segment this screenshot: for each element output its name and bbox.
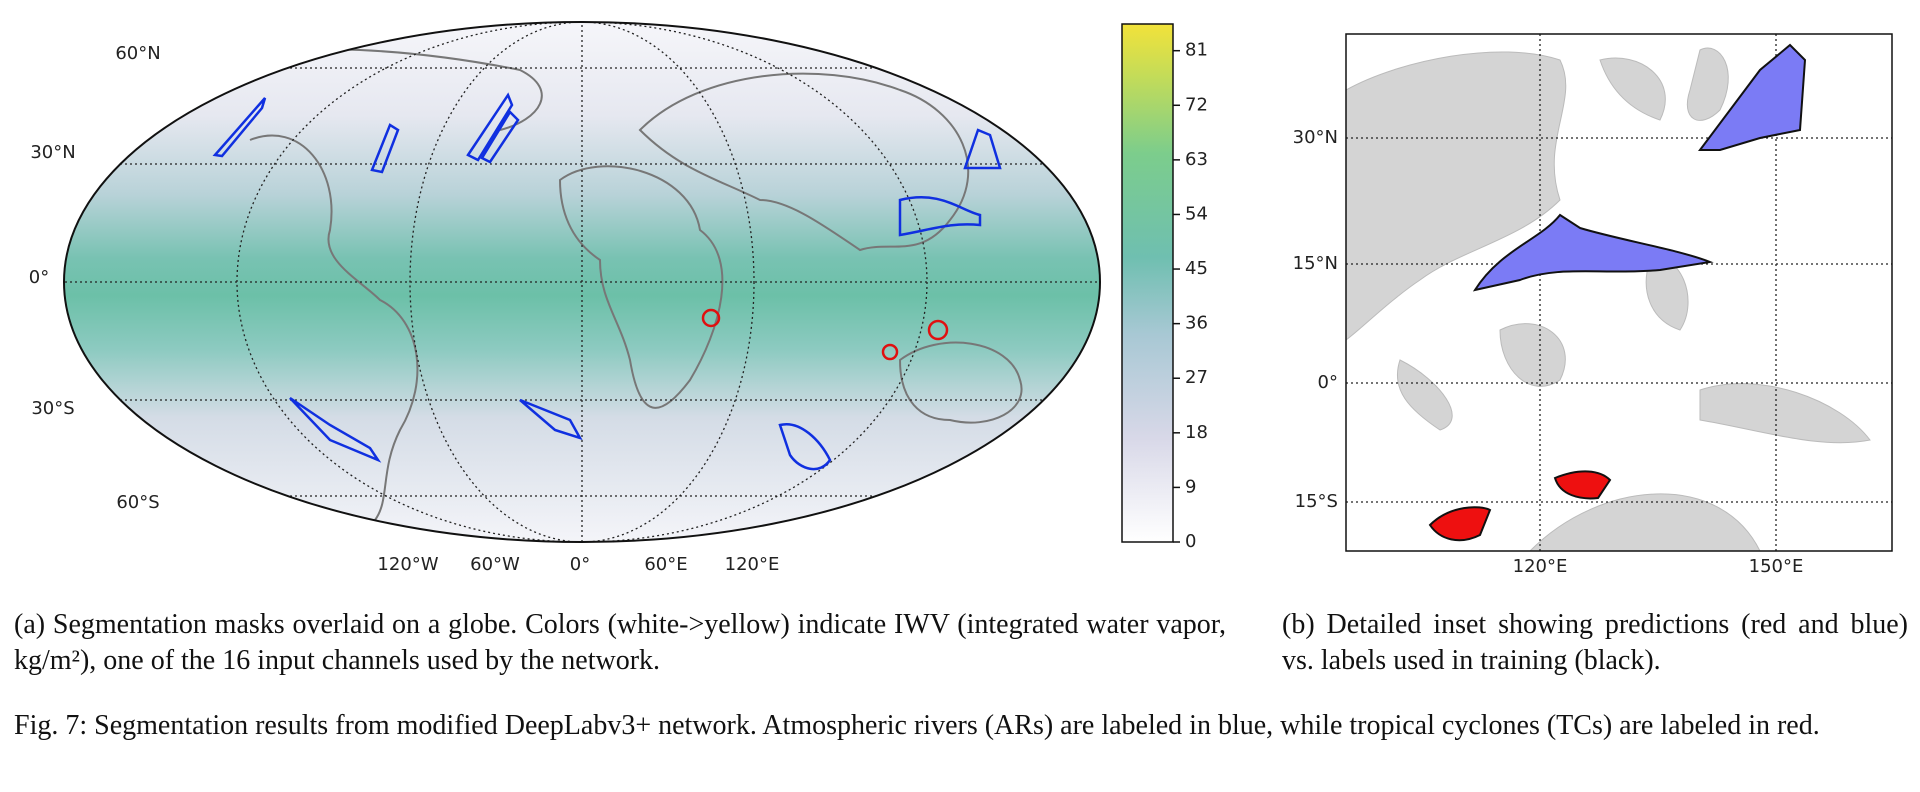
lat-label: 30°S — [31, 398, 74, 419]
colorbar-tick-label: 54 — [1185, 203, 1208, 224]
inset-map — [1345, 33, 1893, 552]
colorbar-tick-label: 81 — [1185, 40, 1208, 61]
colorbar-tick-label: 27 — [1185, 367, 1208, 388]
lat-label: 60°S — [116, 492, 159, 513]
lat-label: 30°N — [1293, 127, 1338, 148]
colorbar-tick-label: 36 — [1185, 313, 1208, 334]
colorbar — [1121, 23, 1174, 543]
colorbar-tick-label: 9 — [1185, 476, 1196, 497]
lon-label: 120°W — [377, 554, 438, 575]
colorbar-tick-label: 45 — [1185, 258, 1208, 279]
colorbar-tick-label: 63 — [1185, 149, 1208, 170]
lon-label: 60°W — [470, 554, 520, 575]
lon-label: 120°E — [1513, 556, 1568, 577]
lat-label: 15°S — [1295, 491, 1338, 512]
lat-label: 0° — [1318, 372, 1338, 393]
colorbar-tick-label: 0 — [1185, 531, 1196, 552]
caption-b: (b) Detailed inset showing predictions (… — [1282, 609, 1908, 676]
colorbar-tick-label: 18 — [1185, 422, 1208, 443]
lat-label: 30°N — [30, 142, 75, 163]
caption-a: (a) Segmentation masks overlaid on a glo… — [14, 609, 1226, 676]
figure-caption: Fig. 7: Segmentation results from modifi… — [14, 710, 1820, 741]
lon-label: 150°E — [1749, 556, 1804, 577]
lat-label: 0° — [29, 267, 49, 288]
lat-label: 60°N — [115, 43, 160, 64]
lon-label: 60°E — [644, 554, 687, 575]
colorbar-tick-label: 72 — [1185, 94, 1208, 115]
lon-label: 120°E — [725, 554, 780, 575]
figure-graphics: 0 9 18 27 36 45 54 63 72 81 60°N 30°N 0° 30°S 60°… — [29, 21, 1893, 577]
lat-label: 15°N — [1293, 253, 1338, 274]
lon-label: 0° — [570, 554, 590, 575]
globe-outline — [63, 21, 1101, 543]
